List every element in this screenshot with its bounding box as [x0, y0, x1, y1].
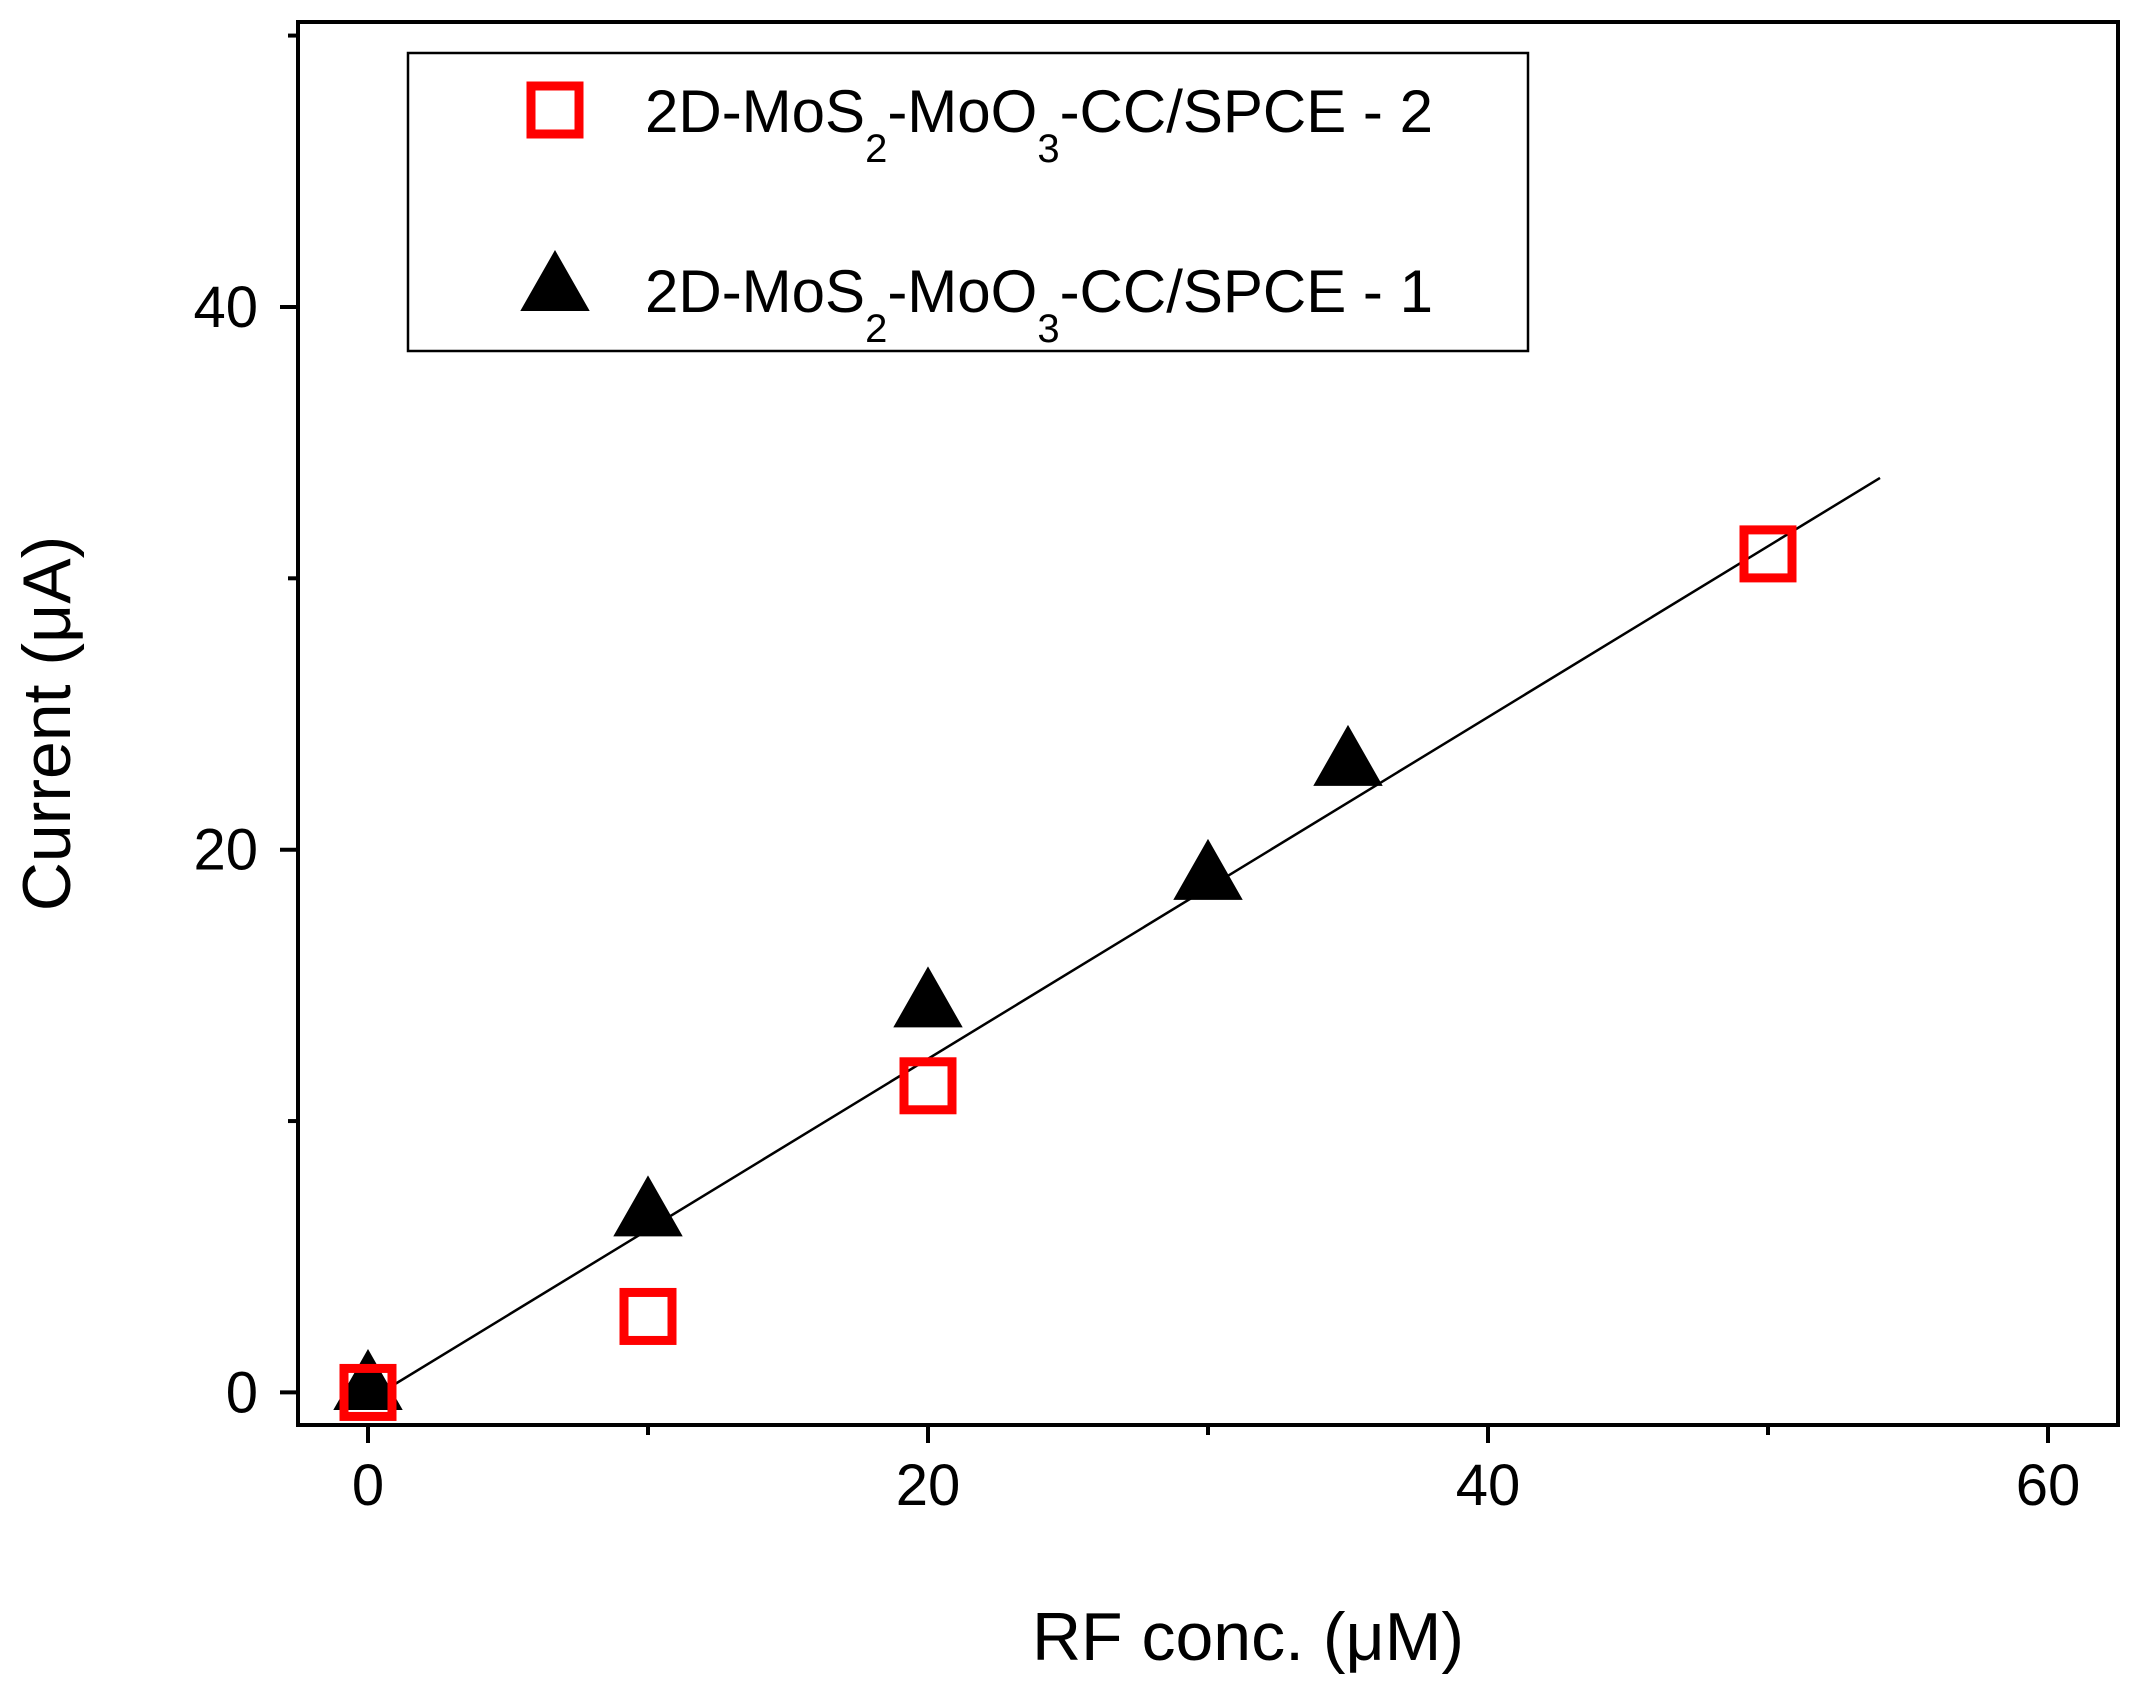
x-tick-label: 0: [352, 1453, 384, 1518]
y-axis-title: Current (μA): [9, 536, 85, 911]
legend-text-part: -CC/SPCE - 1: [1060, 258, 1433, 325]
series-1-point: [613, 1175, 683, 1237]
legend-label: 2D-MoS2-MoO3-CC/SPCE - 1: [645, 258, 1433, 351]
legend-text-part: -MoO: [887, 258, 1037, 325]
y-tick-label: 0: [226, 1360, 258, 1425]
legend-box: [406, 51, 1530, 353]
legend-text-part: -MoO: [887, 78, 1037, 145]
legend-subscript: 3: [1037, 127, 1059, 171]
y-tick-label: 20: [193, 818, 258, 883]
series-2-point: [619, 1287, 677, 1345]
series-1-point: [1313, 724, 1383, 786]
x-tick-label: 60: [2016, 1453, 2081, 1518]
legend-marker-triangle: [520, 250, 590, 312]
x-tick-label: 20: [896, 1453, 961, 1518]
legend-marker-square: [526, 81, 584, 139]
legend-label: 2D-MoS2-MoO3-CC/SPCE - 2: [645, 78, 1433, 171]
series-1-point: [333, 1349, 403, 1411]
legend-text-part: 2D-MoS: [645, 258, 865, 325]
fit-line: [367, 476, 1881, 1402]
legend-text-part: 2D-MoS: [645, 78, 865, 145]
series-2-point: [339, 1363, 397, 1421]
series-2-point: [899, 1057, 957, 1115]
y-tick-label: 40: [193, 275, 258, 340]
series-1-point: [893, 966, 963, 1028]
legend-subscript: 2: [865, 127, 887, 171]
series-1-point: [1173, 838, 1243, 900]
series-2-point: [1739, 525, 1797, 583]
legend-subscript: 3: [1037, 307, 1059, 351]
x-tick-label: 40: [1456, 1453, 1521, 1518]
legend-subscript: 2: [865, 307, 887, 351]
x-axis-title: RF conc. (μM): [1032, 1599, 1464, 1675]
legend-text-part: -CC/SPCE - 2: [1060, 78, 1433, 145]
